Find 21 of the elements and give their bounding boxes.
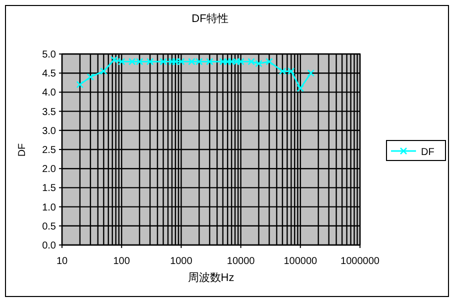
- y-tick-label: 4.0: [42, 88, 56, 99]
- chart-title: DF特性: [192, 13, 228, 25]
- y-tick-label: 3.0: [42, 126, 56, 137]
- x-tick-label: 100000: [284, 256, 318, 267]
- y-tick-label: 3.5: [42, 106, 56, 118]
- x-tick-label: 10: [56, 256, 68, 267]
- y-tick-label: 0.0: [42, 240, 56, 252]
- y-tick-label: 0.5: [42, 221, 56, 232]
- y-tick-label: 4.5: [42, 68, 56, 80]
- y-tick-label: 1.5: [42, 183, 56, 194]
- y-tick-label: 1.0: [42, 202, 56, 214]
- x-tick-label: 1000000: [340, 256, 380, 267]
- x-axis-title: 周波数Hz: [188, 271, 234, 284]
- y-tick-label: 5.0: [42, 50, 56, 60]
- y-axis-title: DF: [17, 143, 28, 157]
- y-tick-label: 2.5: [42, 145, 56, 156]
- x-tick-label: 10000: [226, 256, 256, 267]
- x-tick-label: 1000: [170, 256, 193, 267]
- x-tick-label: 100: [113, 256, 130, 267]
- y-tick-label: 2.0: [42, 164, 56, 176]
- legend-label: DF: [421, 147, 434, 158]
